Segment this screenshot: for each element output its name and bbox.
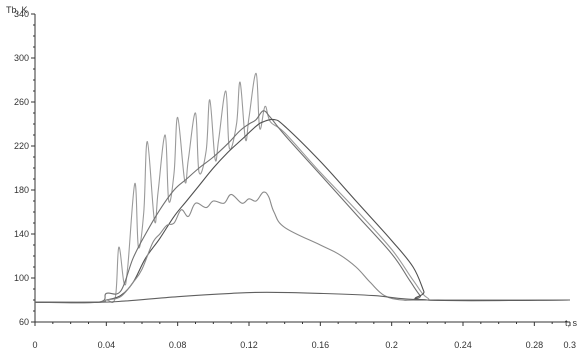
y-tick-label: 180 — [14, 185, 29, 195]
y-axis-title: Tb, K — [6, 5, 28, 15]
x-tick-label: 0.08 — [169, 340, 187, 350]
y-tick-label: 100 — [14, 273, 29, 283]
y-tick-label: 300 — [14, 53, 29, 63]
x-axis-title: t, s — [565, 318, 578, 328]
y-tick-label: 220 — [14, 141, 29, 151]
series-line-5 — [34, 291, 571, 303]
x-tick-label: 0.04 — [98, 340, 116, 350]
x-tick-label: 0.3 — [563, 340, 576, 350]
series-line-4 — [34, 191, 570, 303]
x-tick-label: 0.2 — [385, 340, 398, 350]
x-tick-label: 0.24 — [454, 340, 472, 350]
series-line-1 — [34, 72, 571, 303]
ticks: 60 100 140 180 220 260 300 340 0 0.04 0.08 0.12 0.16… — [14, 9, 576, 350]
axes — [34, 14, 570, 323]
x-tick-label: 0.12 — [240, 340, 258, 350]
series-line-2 — [34, 110, 571, 304]
series-line-3 — [34, 118, 571, 303]
y-tick-label: 140 — [14, 229, 29, 239]
x-tick-label: 0 — [32, 340, 37, 350]
y-tick-label: 260 — [14, 97, 29, 107]
x-tick-label: 0.28 — [526, 340, 544, 350]
series-layer — [34, 72, 571, 304]
y-tick-label: 340 — [14, 9, 29, 19]
x-tick-label: 0.16 — [312, 340, 330, 350]
y-tick-label: 60 — [19, 317, 29, 327]
